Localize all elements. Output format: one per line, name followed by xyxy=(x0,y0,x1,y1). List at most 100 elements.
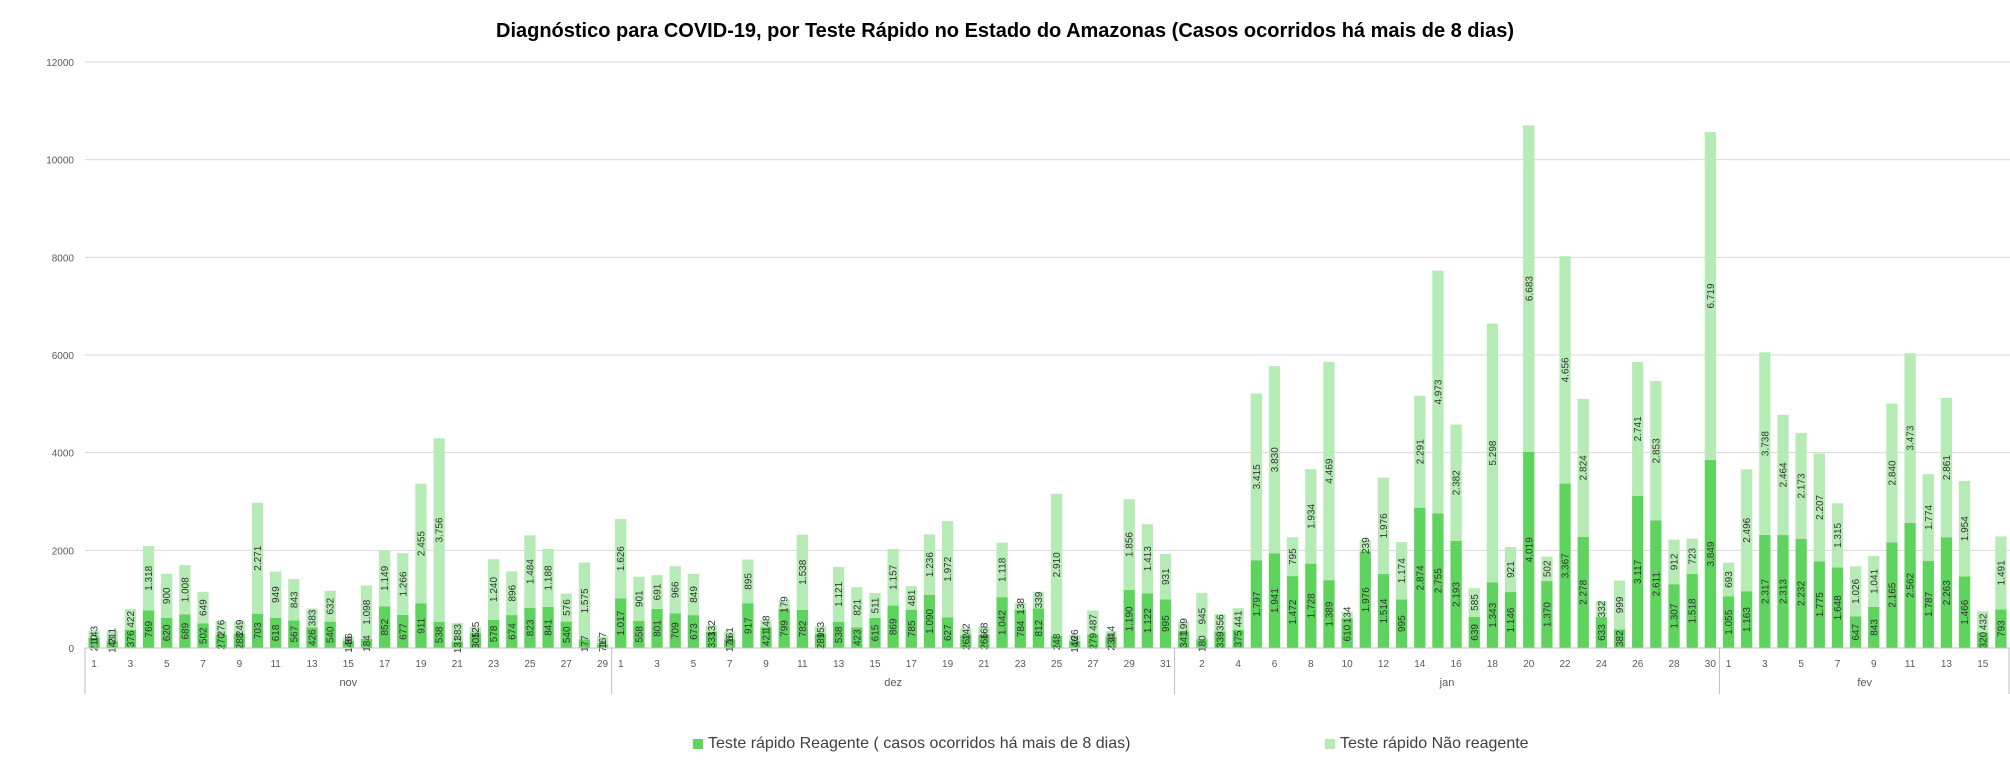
data-label-reagente: 1.728 xyxy=(1306,593,1317,618)
bar-nao-reagente xyxy=(833,566,845,622)
data-label-nao-reagente: 999 xyxy=(1615,596,1626,613)
data-label-reagente: 180 xyxy=(1197,635,1208,652)
bar-reagente xyxy=(1359,551,1371,648)
month-label: nov xyxy=(339,677,357,689)
bar-nao-reagente xyxy=(1268,366,1281,554)
data-label-nao-reagente: 2.455 xyxy=(416,531,427,556)
bar-nao-reagente xyxy=(1577,398,1589,537)
y-tick-label: 12000 xyxy=(46,58,74,69)
bar-reagente xyxy=(1868,606,1880,648)
bar-nao-reagente xyxy=(1359,539,1371,552)
bar-reagente xyxy=(1613,629,1626,648)
data-label-reagente: 782 xyxy=(798,620,809,637)
data-label-reagente: 2.165 xyxy=(1887,582,1898,607)
bar-nao-reagente xyxy=(1613,580,1626,630)
data-label-reagente: 852 xyxy=(380,618,391,635)
bar-nao-reagente xyxy=(1559,256,1571,484)
data-label-reagente: 382 xyxy=(1615,630,1626,647)
data-label-reagente: 2.278 xyxy=(1579,579,1590,604)
bar-nao-reagente xyxy=(124,609,137,630)
x-tick-label: 10 xyxy=(1342,659,1354,670)
data-label-nao-reagente: 1.098 xyxy=(362,599,373,624)
data-label-nao-reagente: 2.910 xyxy=(1052,552,1063,577)
data-label-reagente: 812 xyxy=(1034,619,1045,636)
x-tick-label: 7 xyxy=(200,659,206,670)
data-label-nao-reagente: 3.473 xyxy=(1906,425,1917,450)
data-label-reagente: 341 xyxy=(1179,631,1190,648)
data-label-nao-reagente: 1.976 xyxy=(1379,513,1390,538)
x-tick-label: 15 xyxy=(1977,659,1989,670)
data-label-reagente: 234 xyxy=(1107,634,1118,651)
bar-nao-reagente xyxy=(1777,414,1789,536)
data-label-nao-reagente: 901 xyxy=(634,590,645,607)
data-label-nao-reagente: 2.840 xyxy=(1887,460,1898,485)
x-tick-label: 24 xyxy=(1596,659,1608,670)
data-label-reagente: 799 xyxy=(780,620,791,637)
bar-nao-reagente xyxy=(1868,555,1880,607)
data-label-nao-reagente: 1.538 xyxy=(798,559,809,584)
data-label-nao-reagente: 134 xyxy=(1343,606,1354,623)
bar-reagente xyxy=(451,641,463,648)
bar-reagente xyxy=(1886,542,1898,648)
bar-nao-reagente xyxy=(451,622,463,642)
bar-reagente xyxy=(1123,589,1135,648)
bar-reagente xyxy=(1559,483,1571,648)
bar-nao-reagente xyxy=(633,576,645,621)
bar-reagente xyxy=(251,613,264,648)
x-tick-label: 7 xyxy=(1835,659,1841,670)
data-label-reagente: 689 xyxy=(180,622,191,639)
data-label-reagente: 1.787 xyxy=(1924,591,1935,616)
x-tick-label: 13 xyxy=(306,659,318,670)
bar-nao-reagente xyxy=(1468,588,1480,617)
data-label-reagente: 146 xyxy=(1070,636,1081,653)
bar-nao-reagente xyxy=(923,534,936,595)
data-label-nao-reagente: 4.656 xyxy=(1561,357,1572,382)
data-label-reagente: 71 xyxy=(598,640,609,652)
data-label-reagente: 538 xyxy=(435,626,446,643)
bar-reagente xyxy=(1395,599,1408,648)
data-label-nao-reagente: 2.853 xyxy=(1651,438,1662,463)
bar-reagente xyxy=(1922,560,1934,648)
data-label-reagente: 567 xyxy=(289,625,300,642)
bar-nao-reagente xyxy=(342,636,354,641)
data-label-reagente: 2.193 xyxy=(1452,582,1463,607)
bar-reagente xyxy=(161,617,173,648)
bar-nao-reagente xyxy=(469,627,482,634)
bar-reagente xyxy=(651,608,663,648)
bar-reagente xyxy=(360,639,373,648)
data-label-reagente: 288 xyxy=(235,632,246,649)
data-label-reagente: 709 xyxy=(671,622,682,639)
data-label-reagente: 1.518 xyxy=(1688,598,1699,623)
data-label-reagente: 2.317 xyxy=(1760,578,1771,603)
data-label-nao-reagente: 691 xyxy=(653,583,664,600)
bar-nao-reagente xyxy=(1214,614,1226,632)
data-label-nao-reagente: 126 xyxy=(1070,629,1081,646)
data-label-reagente: 1.190 xyxy=(1125,606,1136,631)
bar-nao-reagente xyxy=(1904,353,1916,523)
x-tick-label: 14 xyxy=(1414,659,1426,670)
data-label-nao-reagente: 1.856 xyxy=(1125,532,1136,557)
bar-reagente xyxy=(1777,535,1789,648)
data-label-reagente: 823 xyxy=(525,619,536,636)
bar-reagente xyxy=(1214,631,1226,648)
bar-reagente xyxy=(1541,581,1553,648)
data-label-nao-reagente: 2.824 xyxy=(1579,455,1590,480)
data-label-nao-reagente: 4.973 xyxy=(1433,379,1444,404)
x-tick-label: 11 xyxy=(1905,659,1916,670)
data-label-nao-reagente: 900 xyxy=(162,587,173,604)
bar-reagente xyxy=(342,640,354,648)
bar-reagente xyxy=(1995,609,2007,648)
data-label-nao-reagente: 138 xyxy=(1016,598,1027,615)
data-label-reagente: 3.849 xyxy=(1706,541,1717,566)
bar-reagente xyxy=(923,594,936,648)
data-label-nao-reagente: 693 xyxy=(1724,571,1735,588)
data-label-reagente: 4.019 xyxy=(1524,537,1535,562)
data-label-nao-reagente: 3.756 xyxy=(435,517,446,542)
data-label-reagente: 801 xyxy=(653,620,664,637)
x-tick-label: 1 xyxy=(618,659,624,670)
bar-nao-reagente xyxy=(960,628,972,636)
data-label-nao-reagente: 2.291 xyxy=(1415,439,1426,464)
bar-reagente xyxy=(1196,639,1208,648)
bar-nao-reagente xyxy=(578,562,591,640)
x-tick-label: 15 xyxy=(869,659,881,670)
